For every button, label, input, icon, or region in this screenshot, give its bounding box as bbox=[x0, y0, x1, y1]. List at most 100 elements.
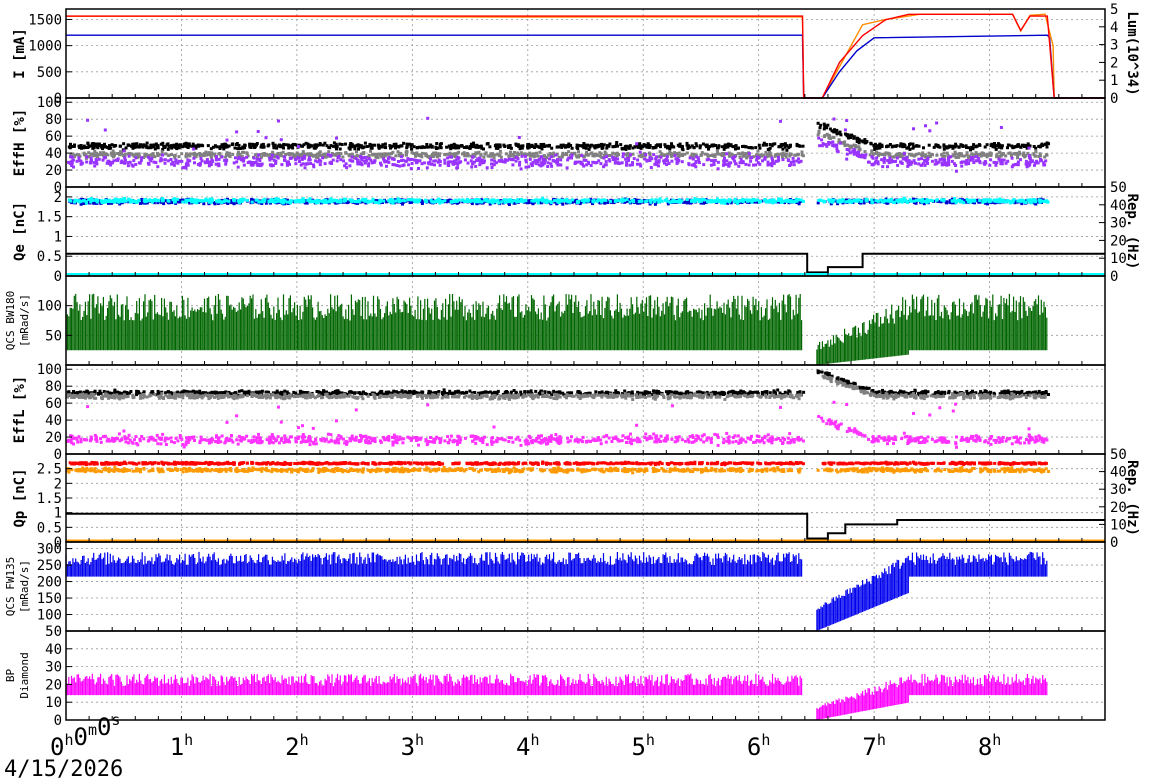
data-point bbox=[905, 146, 909, 150]
data-point bbox=[929, 155, 932, 158]
data-point bbox=[279, 154, 283, 158]
data-point bbox=[401, 158, 405, 162]
data-point bbox=[164, 199, 168, 203]
data-point bbox=[627, 198, 631, 202]
data-point bbox=[985, 143, 989, 147]
data-point bbox=[509, 198, 513, 202]
data-point bbox=[559, 143, 563, 147]
data-point bbox=[420, 155, 424, 159]
data-point bbox=[113, 144, 117, 148]
data-point bbox=[498, 159, 502, 163]
data-point bbox=[785, 144, 789, 148]
data-point bbox=[243, 143, 247, 147]
data-point bbox=[539, 201, 543, 205]
data-point bbox=[476, 151, 480, 155]
data-point bbox=[835, 132, 839, 136]
data-point bbox=[410, 151, 414, 155]
data-point bbox=[240, 158, 244, 162]
data-point bbox=[801, 144, 805, 148]
data-point bbox=[1010, 144, 1014, 148]
data-point bbox=[1027, 154, 1031, 158]
data-point bbox=[172, 143, 176, 147]
data-point bbox=[776, 159, 780, 163]
data-point bbox=[678, 142, 682, 146]
data-point bbox=[857, 145, 861, 149]
data-point bbox=[691, 157, 695, 161]
data-point bbox=[188, 152, 192, 156]
data-point bbox=[834, 129, 838, 133]
data-point bbox=[641, 145, 645, 149]
data-point bbox=[296, 152, 300, 156]
data-point bbox=[954, 164, 958, 167]
data-point bbox=[898, 200, 902, 203]
data-point bbox=[93, 149, 97, 153]
data-point bbox=[101, 144, 105, 147]
data-point bbox=[831, 200, 834, 204]
data-point bbox=[127, 197, 131, 201]
data-point bbox=[508, 144, 512, 147]
data-point bbox=[447, 164, 451, 167]
data-point bbox=[516, 143, 520, 147]
data-point bbox=[72, 200, 76, 204]
y-tick-label-right: 50 bbox=[1110, 180, 1127, 196]
data-point bbox=[194, 144, 198, 148]
data-point bbox=[1001, 198, 1005, 202]
data-point bbox=[312, 146, 316, 150]
data-point bbox=[200, 159, 204, 163]
data-point bbox=[390, 198, 394, 202]
y-axis-label-unit: [mRad/s] bbox=[18, 294, 31, 347]
data-point bbox=[298, 160, 301, 163]
data-point bbox=[415, 146, 419, 149]
data-point bbox=[248, 142, 252, 146]
data-point bbox=[615, 391, 618, 395]
data-point bbox=[737, 164, 741, 168]
data-point bbox=[446, 152, 450, 156]
data-point bbox=[669, 154, 673, 158]
data-point bbox=[950, 199, 954, 203]
data-point bbox=[998, 159, 1002, 163]
data-point bbox=[326, 153, 330, 157]
data-point bbox=[314, 201, 318, 205]
data-point bbox=[71, 152, 75, 156]
data-point bbox=[540, 161, 544, 165]
data-point bbox=[251, 163, 255, 167]
data-point bbox=[220, 155, 224, 159]
data-point bbox=[1031, 159, 1034, 163]
data-point bbox=[116, 157, 120, 161]
data-point bbox=[592, 199, 596, 203]
data-point bbox=[506, 144, 510, 148]
data-point bbox=[952, 199, 956, 203]
data-point bbox=[749, 156, 753, 160]
data-point bbox=[628, 200, 632, 204]
data-point bbox=[285, 198, 289, 202]
data-point bbox=[365, 392, 369, 396]
data-point bbox=[978, 159, 982, 163]
data-point bbox=[816, 121, 820, 125]
data-point bbox=[1029, 201, 1033, 205]
data-point bbox=[1044, 159, 1048, 163]
data-point bbox=[731, 156, 735, 160]
data-point bbox=[895, 144, 899, 148]
data-point bbox=[338, 147, 342, 151]
data-point bbox=[329, 197, 333, 201]
data-point bbox=[875, 150, 878, 154]
data-point bbox=[534, 162, 538, 166]
data-point bbox=[370, 146, 374, 150]
data-point bbox=[577, 160, 581, 164]
data-point bbox=[694, 165, 698, 169]
data-point bbox=[173, 200, 177, 204]
data-point bbox=[448, 155, 452, 159]
data-point bbox=[259, 145, 263, 149]
data-point bbox=[371, 153, 375, 157]
data-point bbox=[296, 156, 300, 160]
data-point bbox=[493, 144, 497, 148]
data-point bbox=[395, 164, 399, 167]
data-point bbox=[112, 200, 116, 204]
data-point bbox=[482, 155, 486, 159]
data-point bbox=[521, 144, 525, 148]
data-point bbox=[685, 143, 689, 147]
data-point bbox=[185, 390, 189, 394]
data-point bbox=[486, 142, 490, 145]
data-point bbox=[207, 151, 211, 155]
data-point bbox=[983, 145, 987, 149]
